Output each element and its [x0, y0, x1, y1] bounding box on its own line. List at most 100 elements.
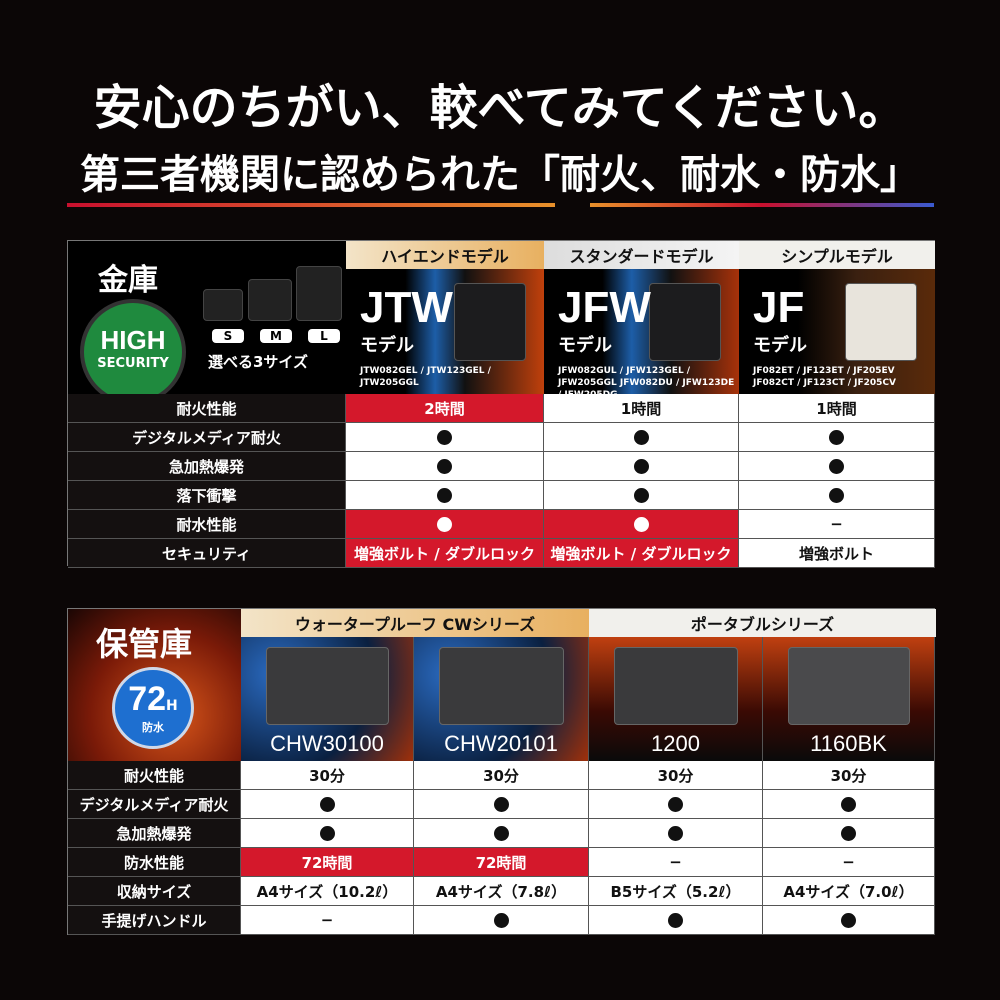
table-cell	[763, 906, 935, 935]
subheadline: 第三者機関に認められた「耐火、耐水・防水」	[80, 152, 920, 198]
dot-icon	[437, 458, 452, 474]
dot-icon	[829, 458, 844, 474]
dot-icon	[668, 825, 683, 841]
table-cell	[414, 819, 589, 848]
dot-icon	[319, 796, 335, 812]
dot-icon	[841, 912, 856, 928]
series-portable: ポータブルシリーズ	[589, 609, 936, 637]
model-name: JTW	[360, 283, 453, 332]
table-cell: −	[739, 510, 935, 539]
row-label: デジタルメディア耐火	[68, 790, 241, 819]
safe-medium-image	[248, 279, 292, 321]
table-cell: 1時間	[739, 394, 935, 423]
headline: 安心のちがい、較べてみてください。	[93, 80, 907, 136]
sizes-caption: 選べる3サイズ	[208, 353, 308, 371]
table-cell	[544, 423, 739, 452]
table-cell	[414, 906, 589, 935]
size-l: L	[308, 329, 340, 343]
table-cell: B5サイズ（5.2ℓ）	[589, 877, 763, 906]
safe-product-image	[845, 283, 917, 361]
table-cell	[544, 452, 739, 481]
storage-box-image	[788, 647, 910, 725]
72h-waterproof-badge: 72H 防水	[112, 667, 194, 749]
model-variants: JTW082GEL / JTW123GEL / JTW205GGL	[360, 366, 491, 388]
storage-intro-panel: 保管庫 72H 防水	[68, 609, 241, 761]
dot-icon	[493, 796, 509, 812]
safe-title: 金庫	[98, 263, 158, 298]
row-label: 収納サイズ	[68, 877, 241, 906]
size-m: M	[260, 329, 292, 343]
table-cell	[346, 481, 544, 510]
table-cell: −	[241, 906, 414, 935]
row-label: 急加熱爆発	[68, 452, 346, 481]
model-suffix: モデル	[753, 335, 807, 356]
table-cell: 30分	[414, 761, 589, 790]
product-image-panel: CHW20101	[414, 637, 589, 761]
model-image-panel: JF モデル JF082ET / JF123ET / JF205EV JF082CT…	[739, 269, 935, 394]
safe-comparison-table: 金庫 HIGH SECURITY S M L 選べる3サイズ ハイエンドモデル J…	[67, 240, 935, 568]
dot-icon	[668, 796, 683, 812]
table-cell	[346, 452, 544, 481]
product-image-panel: 1160BK	[763, 637, 935, 761]
dot-icon	[493, 912, 509, 928]
size-s: S	[212, 329, 244, 343]
dot-icon	[633, 458, 649, 474]
model-suffix: モデル	[360, 335, 414, 356]
dot-icon	[437, 487, 452, 503]
table-cell	[589, 790, 763, 819]
row-label: セキュリティ	[68, 539, 346, 568]
badge-value: 72	[128, 680, 167, 718]
model-variants: JFW082GUL / JFW123GEL / JFW205GGL JFW082…	[558, 366, 735, 394]
table-cell: 増強ボルト / ダブルロック	[544, 539, 739, 568]
dot-icon	[829, 487, 844, 503]
high-security-badge: HIGH SECURITY	[80, 299, 186, 405]
table-cell: 2時間	[346, 394, 544, 423]
underline-left	[67, 203, 555, 207]
storage-box-image	[614, 647, 738, 725]
dot-icon	[633, 487, 649, 503]
product-model: 1200	[651, 731, 700, 756]
row-label: 急加熱爆発	[68, 819, 241, 848]
table-cell: 30分	[241, 761, 414, 790]
table-cell	[763, 819, 935, 848]
row-label: 落下衝撃	[68, 481, 346, 510]
dot-icon	[668, 912, 683, 928]
table-cell	[739, 481, 935, 510]
row-label: 耐火性能	[68, 761, 241, 790]
safe-large-image	[296, 266, 342, 321]
dot-icon	[437, 429, 452, 445]
row-label: デジタルメディア耐火	[68, 423, 346, 452]
dot-icon	[829, 429, 844, 445]
dot-icon	[437, 516, 452, 532]
product-model: 1160BK	[810, 731, 887, 756]
table-cell: −	[763, 848, 935, 877]
row-label: 手提げハンドル	[68, 906, 241, 935]
product-image-panel: CHW30100	[241, 637, 414, 761]
row-label: 耐水性能	[68, 510, 346, 539]
model-image-panel: JFW モデル JFW082GUL / JFW123GEL / JFW205GGL …	[544, 269, 739, 394]
storage-title: 保管庫	[96, 625, 193, 663]
product-model: CHW30100	[270, 731, 384, 756]
safe-product-image	[454, 283, 526, 361]
dot-icon	[841, 796, 856, 812]
series-waterproof-cw: ウォータープルーフ CWシリーズ	[241, 609, 589, 637]
badge-unit: H	[166, 698, 178, 714]
table-cell: A4サイズ（7.0ℓ）	[763, 877, 935, 906]
model-suffix: モデル	[558, 335, 612, 356]
table-cell	[739, 452, 935, 481]
badge-line-2: SECURITY	[97, 356, 169, 371]
storage-box-image	[439, 647, 564, 725]
category-header: シンプルモデル	[739, 241, 935, 269]
table-cell	[346, 423, 544, 452]
table-cell: A4サイズ（10.2ℓ）	[241, 877, 414, 906]
category-header: ハイエンドモデル	[346, 241, 544, 269]
badge-line-1: HIGH	[100, 325, 166, 355]
dot-icon	[493, 825, 509, 841]
table-cell	[241, 819, 414, 848]
dot-icon	[633, 516, 649, 532]
safe-product-image	[649, 283, 721, 361]
table-cell: 増強ボルト	[739, 539, 935, 568]
badge-caption: 防水	[142, 721, 164, 734]
table-cell	[763, 790, 935, 819]
safe-small-image	[203, 289, 243, 321]
